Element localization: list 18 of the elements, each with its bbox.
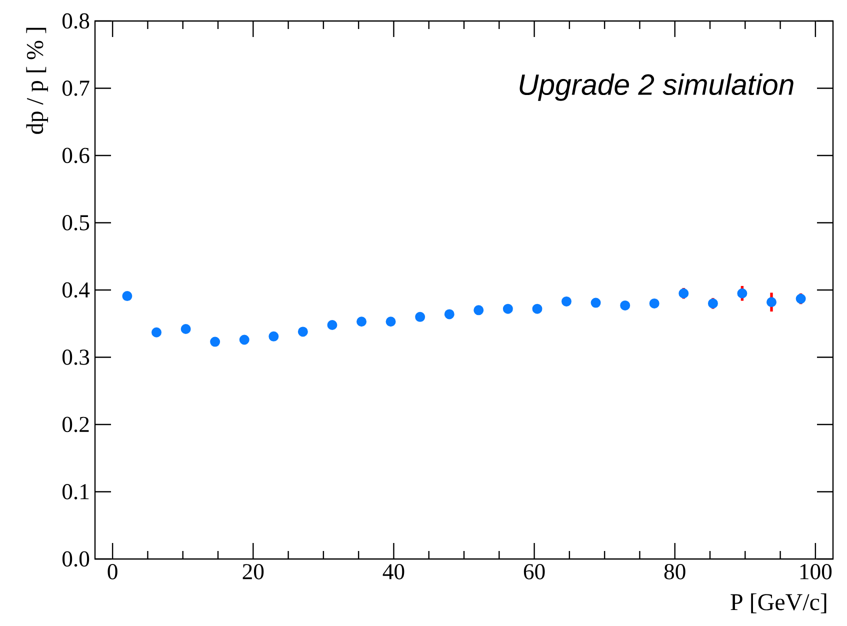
x-axis-title: P [GeV/c] bbox=[730, 593, 826, 614]
y-tick-label: 0.4 bbox=[62, 282, 90, 298]
y-tick-label: 0.8 bbox=[62, 13, 90, 29]
x-tick-label: 60 bbox=[524, 564, 545, 580]
y-tick-label: 0.2 bbox=[62, 416, 89, 432]
x-tick-label: 100 bbox=[800, 564, 832, 580]
x-tick-label: 80 bbox=[664, 564, 686, 580]
x-tick-label: 0 bbox=[108, 564, 118, 580]
y-axis-title: dp / p [ % ] bbox=[26, 28, 48, 134]
y-tick-label: 0.6 bbox=[62, 148, 90, 164]
y-tick-label: 0.5 bbox=[62, 215, 90, 230]
x-tick-label: 20 bbox=[242, 564, 264, 580]
y-tick-label: 0.3 bbox=[62, 350, 90, 365]
y-tick-label: 0.1 bbox=[62, 484, 89, 500]
y-tick-label: 0.7 bbox=[62, 80, 90, 96]
y-tick-label: 0.0 bbox=[62, 551, 90, 567]
annotation: Upgrade 2 simulation bbox=[520, 74, 794, 101]
x-tick-label: 40 bbox=[382, 564, 404, 580]
